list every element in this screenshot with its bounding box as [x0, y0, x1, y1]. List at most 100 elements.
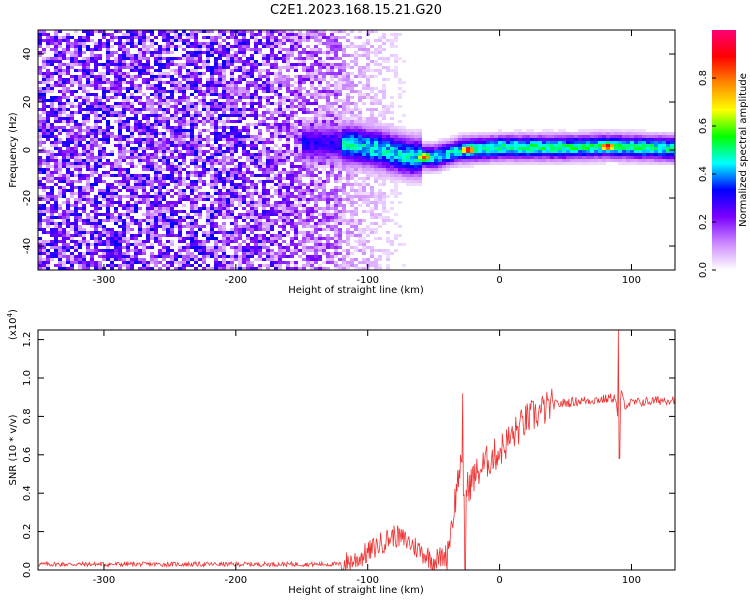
- heatmap-cell: [78, 105, 82, 108]
- heatmap-cell: [242, 126, 246, 129]
- heatmap-cell: [186, 123, 190, 126]
- heatmap-cell: [82, 240, 86, 243]
- heatmap-cell: [54, 60, 58, 63]
- heatmap-cell: [278, 87, 282, 90]
- heatmap-cell: [246, 81, 250, 84]
- heatmap-cell: [302, 252, 306, 255]
- heatmap-cell: [210, 102, 214, 105]
- heatmap-cell: [250, 249, 254, 252]
- heatmap-cell: [42, 63, 46, 66]
- heatmap-cell: [106, 108, 110, 111]
- heatmap-cell: [334, 87, 338, 90]
- heatmap-cell: [258, 228, 262, 231]
- heatmap-cell: [74, 78, 78, 81]
- heatmap-cell: [206, 63, 210, 66]
- heatmap-cell: [206, 246, 210, 249]
- heatmap-cell: [326, 156, 330, 159]
- heatmap-cell: [238, 201, 242, 204]
- heatmap-cell: [286, 66, 290, 69]
- heatmap-cell: [306, 183, 310, 186]
- heatmap-cell: [310, 159, 314, 162]
- heatmap-cell: [226, 135, 230, 138]
- heatmap-cell: [310, 135, 314, 138]
- heatmap-cell: [78, 135, 82, 138]
- heatmap-cell: [354, 189, 358, 192]
- heatmap-cell: [334, 96, 338, 99]
- heatmap-cell: [114, 165, 118, 168]
- heatmap-cell: [150, 54, 154, 57]
- heatmap-cell: [358, 249, 362, 252]
- heatmap-cell: [118, 117, 122, 120]
- heatmap-cell: [174, 99, 178, 102]
- heatmap-cell: [130, 135, 134, 138]
- heatmap-cell: [314, 180, 318, 183]
- heatmap-cell: [42, 123, 46, 126]
- heatmap-cell: [222, 195, 226, 198]
- heatmap-cell: [318, 36, 322, 39]
- heatmap-cell: [286, 39, 290, 42]
- heatmap-cell: [38, 81, 42, 84]
- heatmap-cell: [354, 120, 358, 123]
- heatmap-cell: [50, 153, 54, 156]
- heatmap-cell: [170, 189, 174, 192]
- heatmap-cell: [214, 252, 218, 255]
- heatmap-cell: [302, 246, 306, 249]
- heatmap-cell: [194, 51, 198, 54]
- heatmap-cell: [86, 102, 90, 105]
- heatmap-cell: [106, 105, 110, 108]
- heatmap-cell: [342, 117, 346, 120]
- heatmap-cell: [186, 111, 190, 114]
- heatmap-cell: [106, 60, 110, 63]
- heatmap-cell: [258, 129, 262, 132]
- heatmap-cell: [182, 90, 186, 93]
- heatmap-cell: [54, 183, 58, 186]
- heatmap-cell: [62, 216, 66, 219]
- heatmap-cell: [214, 132, 218, 135]
- heatmap-cell: [182, 246, 186, 249]
- heatmap-cell: [154, 198, 158, 201]
- heatmap-cell: [74, 162, 78, 165]
- heatmap-cell: [262, 258, 266, 261]
- heatmap-cell: [154, 180, 158, 183]
- heatmap-cell: [306, 198, 310, 201]
- heatmap-cell: [258, 102, 262, 105]
- heatmap-cell: [278, 171, 282, 174]
- heatmap-cell: [162, 255, 166, 258]
- heatmap-cell: [306, 102, 310, 105]
- heatmap-cell: [182, 105, 186, 108]
- heatmap-cell: [82, 210, 86, 213]
- heatmap-cell: [354, 180, 358, 183]
- heatmap-cell: [290, 228, 294, 231]
- heatmap-cell: [342, 54, 346, 57]
- heatmap-cell: [306, 171, 310, 174]
- heatmap-cell: [214, 81, 218, 84]
- heatmap-cell: [282, 42, 286, 45]
- heatmap-cell: [54, 57, 58, 60]
- heatmap-cell: [90, 81, 94, 84]
- heatmap-cell: [302, 162, 306, 165]
- heatmap-cell: [74, 231, 78, 234]
- heatmap-cell: [298, 204, 302, 207]
- heatmap-cell: [162, 75, 166, 78]
- heatmap-cell: [74, 135, 78, 138]
- heatmap-cell: [298, 249, 302, 252]
- heatmap-cell: [346, 135, 350, 138]
- heatmap-cell: [42, 168, 46, 171]
- heatmap-cell: [322, 165, 326, 168]
- heatmap-cell: [54, 156, 58, 159]
- heatmap-cell: [114, 237, 118, 240]
- heatmap-cell: [98, 87, 102, 90]
- heatmap-cell: [174, 192, 178, 195]
- heatmap-cell: [54, 69, 58, 72]
- heatmap-cell: [126, 186, 130, 189]
- heatmap-cell: [58, 102, 62, 105]
- heatmap-cell: [326, 213, 330, 216]
- heatmap-cell: [46, 219, 50, 222]
- heatmap-cell: [170, 75, 174, 78]
- heatmap-cell: [306, 240, 310, 243]
- heatmap-cell: [258, 141, 262, 144]
- heatmap-cell: [50, 216, 54, 219]
- heatmap-cell: [170, 177, 174, 180]
- heatmap-cell: [358, 261, 362, 264]
- heatmap-cell: [106, 153, 110, 156]
